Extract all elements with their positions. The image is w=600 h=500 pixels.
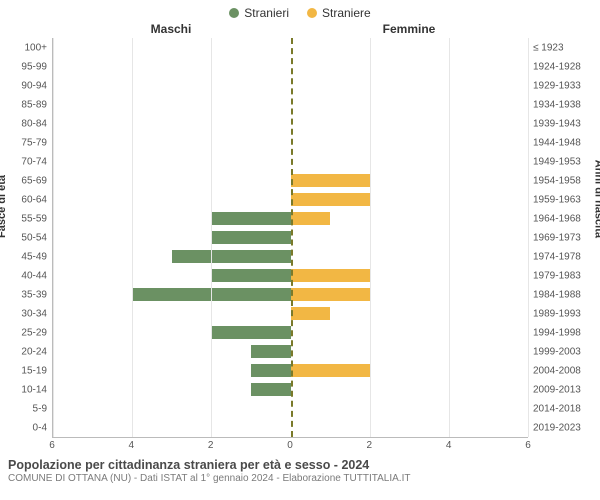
age-label: 50-54 [21,233,47,244]
birth-label: ≤ 1923 [533,42,564,53]
gridline [211,38,212,437]
birth-label: 1944-1948 [533,137,581,148]
age-label: 45-49 [21,252,47,263]
age-label: 65-69 [21,175,47,186]
x-tick-label: 4 [446,440,452,451]
legend-female-swatch [307,8,317,18]
bar-male [211,326,290,339]
age-label: 80-84 [21,118,47,129]
gridline [53,38,54,437]
bar-male [251,364,291,377]
age-label: 60-64 [21,194,47,205]
birth-label: 1939-1943 [533,118,581,129]
birth-label: 1924-1928 [533,61,581,72]
bar-male [211,231,290,244]
age-label: 40-44 [21,271,47,282]
y-axis-right: ≤ 1923 1924-1928 1929-1933 1934-1938 1939-19… [528,38,600,438]
bar-male [251,383,291,396]
birth-label: 1934-1938 [533,99,581,110]
gridline [132,38,133,437]
bar-male [172,250,291,263]
birth-label: 1974-1978 [533,252,581,263]
legend-male-swatch [229,8,239,18]
age-label: 35-39 [21,290,47,301]
bar-male [251,345,291,358]
header-female: Femmine [290,22,528,36]
birth-label: 1929-1933 [533,80,581,91]
legend-female-label: Straniere [322,6,371,20]
gridline [370,38,371,437]
birth-label: 1959-1963 [533,194,581,205]
age-label: 20-24 [21,347,47,358]
x-tick-label: 4 [129,440,135,451]
age-label: 95-99 [21,61,47,72]
legend-female: Straniere [307,6,371,20]
x-tick-label: 2 [208,440,214,451]
x-tick-label: 6 [49,440,55,451]
age-label: 0-4 [33,423,47,434]
birth-label: 1989-1993 [533,309,581,320]
age-label: 30-34 [21,309,47,320]
birth-label: 1979-1983 [533,271,581,282]
age-label: 90-94 [21,80,47,91]
birth-label: 2009-2013 [533,385,581,396]
bar-female [291,364,370,377]
birth-label: 1949-1953 [533,156,581,167]
y-axis-left: 100+ 95-99 90-94 85-89 80-84 75-79 70-74 65-69 6… [0,38,52,438]
birth-label: 1994-1998 [533,328,581,339]
x-axis: 6 4 2 0 2 4 6 [0,440,600,452]
bar-female [291,307,331,320]
birth-label: 1954-1958 [533,175,581,186]
bar-female [291,269,370,282]
bar-female [291,212,331,225]
gridline [449,38,450,437]
legend-male: Stranieri [229,6,289,20]
x-tick-label: 2 [367,440,373,451]
header-male: Maschi [52,22,290,36]
column-headers: Maschi Femmine [0,22,600,36]
birth-label: 2019-2023 [533,423,581,434]
bar-female [291,193,370,206]
age-label: 100+ [24,42,47,53]
chart-area: Fasce di età Anni di nascita 100+95-9990… [0,38,600,438]
birth-label: 1984-1988 [533,290,581,301]
age-label: 70-74 [21,156,47,167]
age-label: 5-9 [33,404,47,415]
legend-male-label: Stranieri [244,6,289,20]
x-tick-label: 6 [525,440,531,451]
bar-male [211,269,290,282]
plot-region [52,38,528,438]
birth-label: 2004-2008 [533,366,581,377]
chart-legend: Stranieri Straniere [0,0,600,22]
bar-female [291,288,370,301]
birth-label: 1969-1973 [533,233,581,244]
age-label: 75-79 [21,137,47,148]
bar-female [291,174,370,187]
age-label: 10-14 [21,385,47,396]
age-label: 25-29 [21,328,47,339]
birth-label: 1964-1968 [533,213,581,224]
x-tick-label: 0 [287,440,293,451]
bar-male [211,212,290,225]
chart-footer: Popolazione per cittadinanza straniera p… [0,452,600,484]
age-label: 55-59 [21,213,47,224]
center-line [291,38,293,437]
x-axis-ticks: 6 4 2 0 2 4 6 [52,440,528,452]
birth-label: 1999-2003 [533,347,581,358]
chart-title: Popolazione per cittadinanza straniera p… [8,458,592,472]
birth-label: 2014-2018 [533,404,581,415]
age-label: 15-19 [21,366,47,377]
chart-subtitle: COMUNE DI OTTANA (NU) - Dati ISTAT al 1°… [8,473,592,484]
age-label: 85-89 [21,99,47,110]
